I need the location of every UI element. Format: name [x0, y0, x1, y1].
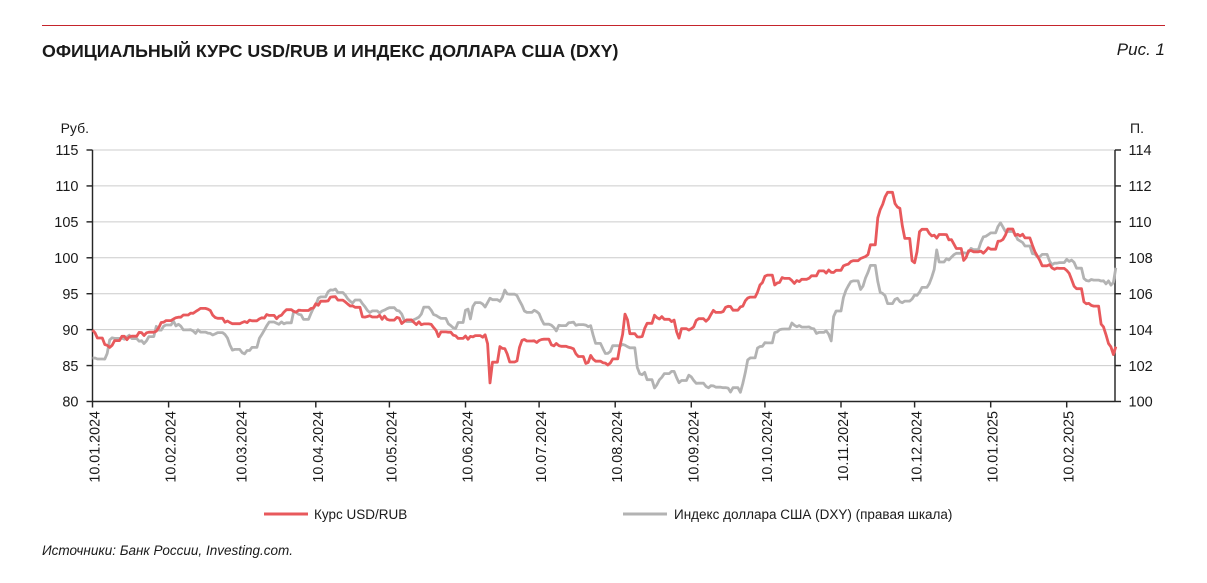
svg-text:П.: П. — [1130, 120, 1144, 136]
svg-text:10.03.2024: 10.03.2024 — [235, 411, 251, 483]
svg-text:102: 102 — [1129, 359, 1153, 375]
svg-text:10.11.2024: 10.11.2024 — [836, 411, 852, 482]
svg-text:108: 108 — [1129, 251, 1153, 267]
svg-text:10.04.2024: 10.04.2024 — [311, 411, 327, 483]
svg-text:90: 90 — [62, 323, 78, 339]
svg-text:110: 110 — [1129, 215, 1152, 231]
svg-text:10.09.2024: 10.09.2024 — [686, 411, 702, 483]
svg-text:95: 95 — [62, 287, 78, 303]
svg-text:104: 104 — [1129, 323, 1153, 339]
svg-text:115: 115 — [55, 143, 78, 159]
svg-text:106: 106 — [1129, 287, 1153, 303]
svg-text:114: 114 — [1129, 143, 1152, 159]
svg-text:10.01.2025: 10.01.2025 — [986, 411, 1002, 483]
svg-text:10.08.2024: 10.08.2024 — [610, 411, 626, 483]
svg-text:10.12.2024: 10.12.2024 — [910, 411, 926, 483]
svg-text:10.02.2024: 10.02.2024 — [164, 411, 180, 483]
svg-text:10.10.2024: 10.10.2024 — [760, 411, 776, 483]
svg-text:Руб.: Руб. — [61, 120, 89, 136]
svg-text:112: 112 — [1129, 179, 1152, 195]
svg-text:10.07.2024: 10.07.2024 — [534, 411, 550, 483]
svg-text:Курс USD/RUB: Курс USD/RUB — [314, 507, 407, 522]
svg-text:85: 85 — [62, 359, 78, 375]
svg-text:10.01.2024: 10.01.2024 — [88, 411, 104, 483]
svg-text:80: 80 — [62, 395, 78, 411]
svg-text:Индекс доллара США (DXY) (прав: Индекс доллара США (DXY) (правая шкала) — [674, 507, 952, 522]
svg-text:10.02.2025: 10.02.2025 — [1062, 411, 1078, 483]
svg-text:100: 100 — [54, 251, 78, 267]
svg-text:110: 110 — [55, 179, 78, 195]
svg-text:105: 105 — [54, 215, 78, 231]
svg-text:10.06.2024: 10.06.2024 — [461, 411, 477, 483]
svg-text:10.05.2024: 10.05.2024 — [384, 411, 400, 483]
svg-text:100: 100 — [1129, 395, 1153, 411]
